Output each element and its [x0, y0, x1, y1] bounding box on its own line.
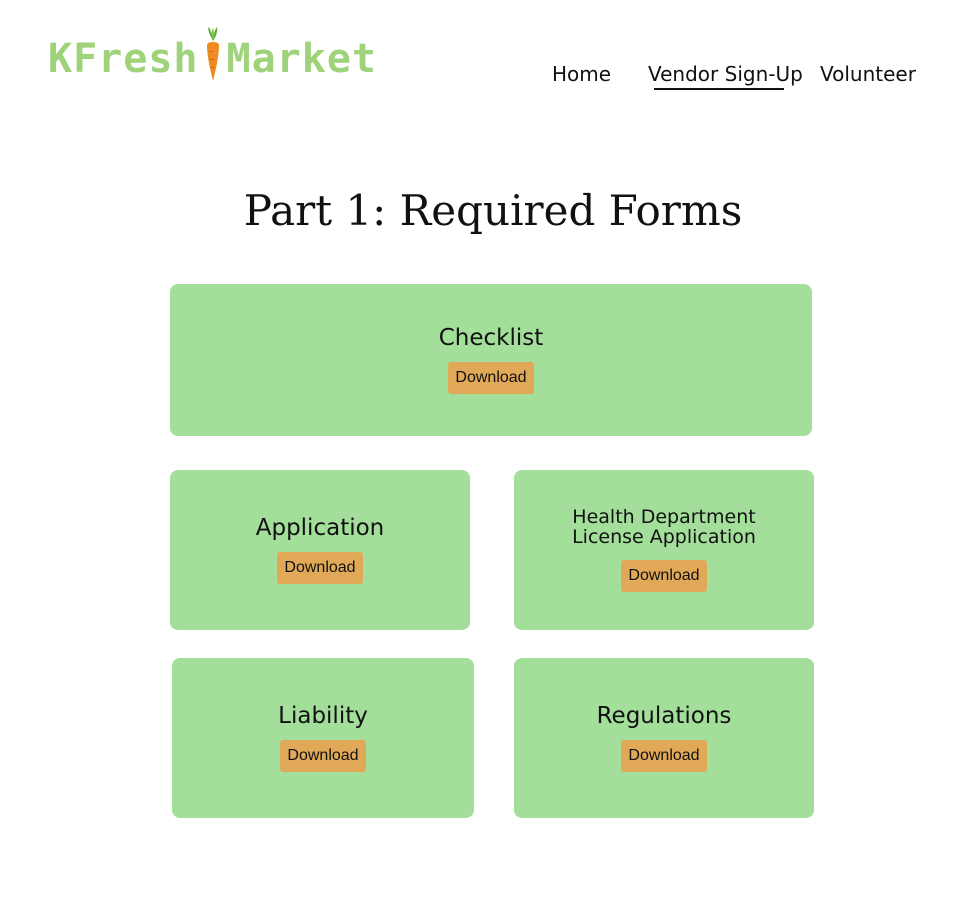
- card-title-liability: Liability: [278, 702, 368, 729]
- card-title-regulations: Regulations: [596, 702, 732, 729]
- nav-home[interactable]: Home: [552, 62, 612, 86]
- main-nav: Home Vendor Sign-Up Volunteer: [0, 62, 958, 92]
- download-application-button[interactable]: Download: [277, 551, 363, 584]
- site-logo[interactable]: KFresh Market: [48, 27, 377, 88]
- download-liability-button[interactable]: Download: [280, 739, 366, 772]
- card-liability: Liability Download: [172, 658, 474, 818]
- card-title-health-line1: Health Department: [572, 506, 756, 529]
- download-health-license-button[interactable]: Download: [621, 559, 707, 592]
- card-title-health-department: Health Department License Application: [572, 506, 756, 548]
- card-title-health-line2: License Application: [572, 526, 756, 548]
- card-health-department: Health Department License Application Do…: [514, 470, 814, 630]
- card-application: Application Download: [170, 470, 470, 630]
- download-regulations-button[interactable]: Download: [621, 739, 707, 772]
- card-title-application: Application: [255, 514, 385, 541]
- logo-text-kfresh: KFresh: [48, 36, 199, 82]
- card-checklist: Checklist Download: [170, 284, 812, 436]
- nav-volunteer[interactable]: Volunteer: [820, 62, 916, 86]
- page-title: Part 1: Required Forms: [243, 186, 743, 235]
- logo-text-market: Market: [226, 36, 377, 82]
- nav-active-underline: [654, 88, 784, 90]
- nav-vendor-sign-up[interactable]: Vendor Sign-Up: [648, 62, 803, 86]
- download-checklist-button[interactable]: Download: [448, 361, 534, 394]
- carrot-icon: [205, 27, 221, 83]
- card-title-checklist: Checklist: [438, 324, 544, 351]
- card-regulations: Regulations Download: [514, 658, 814, 818]
